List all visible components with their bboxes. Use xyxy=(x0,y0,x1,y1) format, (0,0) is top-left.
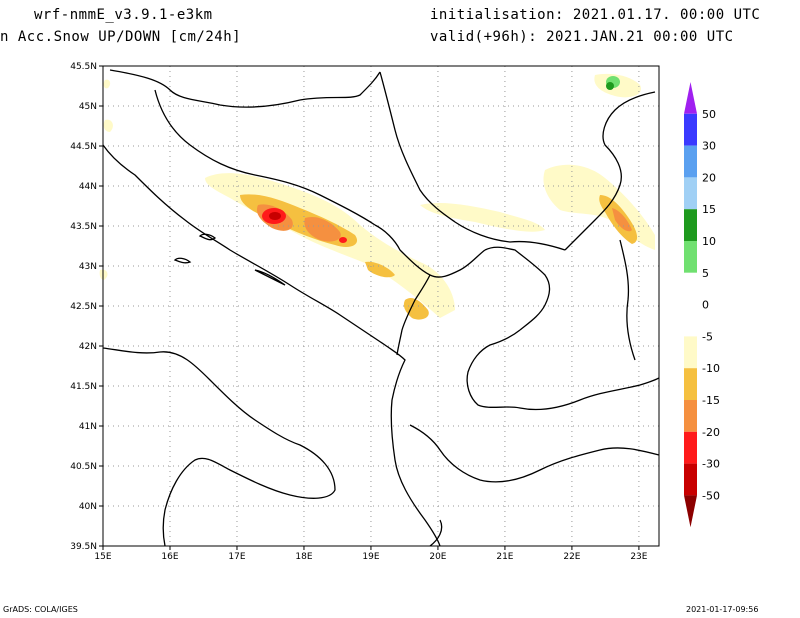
lat-label: 44.5N xyxy=(70,142,97,152)
colorbar-label: -20 xyxy=(702,426,720,439)
colorbar-label: 30 xyxy=(702,140,716,153)
lon-label: 19E xyxy=(362,552,379,562)
colorbar-segment xyxy=(684,495,697,528)
snow-area-m15-3 xyxy=(612,208,632,232)
snow-area-pale-2 xyxy=(420,202,545,232)
colorbar-label: 0 xyxy=(702,299,709,312)
colorbar-segment xyxy=(684,304,697,337)
lat-label: 43N xyxy=(79,262,97,272)
lon-label: 15E xyxy=(94,552,111,562)
snow-area-pale-5 xyxy=(103,79,111,89)
colorbar-segment xyxy=(684,177,697,210)
snow-field xyxy=(99,73,655,320)
lon-label: 17E xyxy=(228,552,245,562)
colorbar-label: -5 xyxy=(702,330,713,343)
colorbar-segment xyxy=(684,209,697,241)
colorbar-label: -15 xyxy=(702,394,720,407)
axis-labels: 45.5N 45N 44.5N 44N 43.5N 43N 42.5N 42N 41.5N 41N… xyxy=(70,62,648,562)
field-title: n Acc.Snow UP/DOWN [cm/24h] xyxy=(0,29,242,45)
colorbar-segment xyxy=(684,431,697,464)
lon-label: 16E xyxy=(161,552,178,562)
snow-area-m10-3 xyxy=(403,298,429,320)
colorbar-segment xyxy=(684,336,697,369)
colorbar-segment xyxy=(684,145,697,178)
snow-area-m10-4 xyxy=(365,261,395,278)
colorbar-label: 15 xyxy=(702,203,716,216)
lon-label: 20E xyxy=(429,552,446,562)
lon-label: 22E xyxy=(563,552,580,562)
colorbar-label: 5 xyxy=(702,267,709,280)
lon-label: 23E xyxy=(630,552,647,562)
lat-label: 44N xyxy=(79,182,97,192)
snow-area-pale-6 xyxy=(103,119,113,132)
lat-lon-grid xyxy=(103,66,659,546)
colorbar-label: 10 xyxy=(702,235,716,248)
snow-area-m30-1 xyxy=(269,212,281,220)
lon-label: 21E xyxy=(496,552,513,562)
lat-label: 43.5N xyxy=(70,222,97,232)
lat-label: 40.5N xyxy=(70,462,97,472)
lat-label: 42N xyxy=(79,342,97,352)
snow-area-m20-2 xyxy=(339,237,347,243)
snow-area-m15-2 xyxy=(304,216,341,242)
lat-label: 41N xyxy=(79,422,97,432)
colorbar-label: -30 xyxy=(702,458,720,471)
colorbar-segment xyxy=(684,241,697,273)
snow-area-p10 xyxy=(606,82,614,90)
lat-label: 39.5N xyxy=(70,542,97,552)
lat-label: 45N xyxy=(79,102,97,112)
colorbar-segment xyxy=(684,113,697,146)
colorbar-segment xyxy=(684,463,697,496)
init-time: initialisation: 2021.01.17. 00:00 UTC xyxy=(430,7,761,23)
colorbar-segment xyxy=(684,82,697,114)
colorbar-segment xyxy=(684,400,697,432)
lat-label: 42.5N xyxy=(70,302,97,312)
valid-time: valid(+96h): 2021.JAN.21 00:00 UTC xyxy=(430,29,734,45)
colorbar-segment xyxy=(684,272,697,305)
lon-label: 18E xyxy=(295,552,312,562)
colorbar-label: -10 xyxy=(702,362,720,375)
colorbar-label: -50 xyxy=(702,489,720,502)
model-title: wrf-nmmE_v3.9.1-e3km xyxy=(34,7,213,23)
map-panel xyxy=(99,65,660,547)
snow-area-pale-7 xyxy=(99,269,108,280)
lat-label: 40N xyxy=(79,502,97,512)
coastlines-and-borders xyxy=(102,69,660,547)
colorbar-label: 20 xyxy=(702,171,716,184)
grads-credit: GrADS: COLA/IGES xyxy=(3,605,78,614)
colorbar-segment xyxy=(684,368,697,400)
colorbar-label: 50 xyxy=(702,108,716,121)
render-timestamp: 2021-01-17-09:56 xyxy=(686,605,759,614)
lat-label: 45.5N xyxy=(70,62,97,72)
lat-label: 41.5N xyxy=(70,382,97,392)
